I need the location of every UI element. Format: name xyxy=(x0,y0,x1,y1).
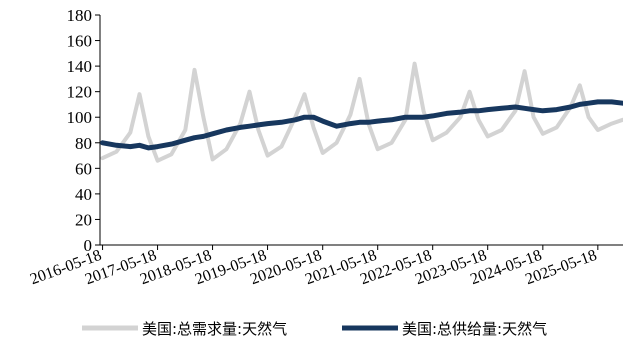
y-tick-label: 80 xyxy=(75,134,92,153)
y-tick-label: 20 xyxy=(75,210,92,229)
y-tick-label: 100 xyxy=(67,108,93,127)
y-tick-label: 40 xyxy=(75,185,92,204)
legend-label-supply: 美国:总供给量:天然气 xyxy=(402,320,547,338)
y-tick-label: 180 xyxy=(67,6,93,25)
series-layer xyxy=(100,61,623,163)
x-axis: 2016-05-182017-05-182018-05-182019-05-18… xyxy=(28,244,623,288)
y-tick-label: 140 xyxy=(67,57,93,76)
y-tick-label: 160 xyxy=(67,32,93,51)
legend-label-demand: 美国:总需求量:天然气 xyxy=(142,320,287,338)
legend: 美国:总需求量:天然气 美国:总供给量:天然气 xyxy=(82,320,547,338)
y-tick-label: 120 xyxy=(67,83,93,102)
y-axis: 0 20 40 60 80 100 120 140 160 180 xyxy=(67,6,101,255)
y-tick-label: 0 xyxy=(84,236,93,255)
y-tick-label: 60 xyxy=(75,159,92,178)
series-line-demand xyxy=(100,61,623,163)
series-line-supply xyxy=(100,99,623,151)
